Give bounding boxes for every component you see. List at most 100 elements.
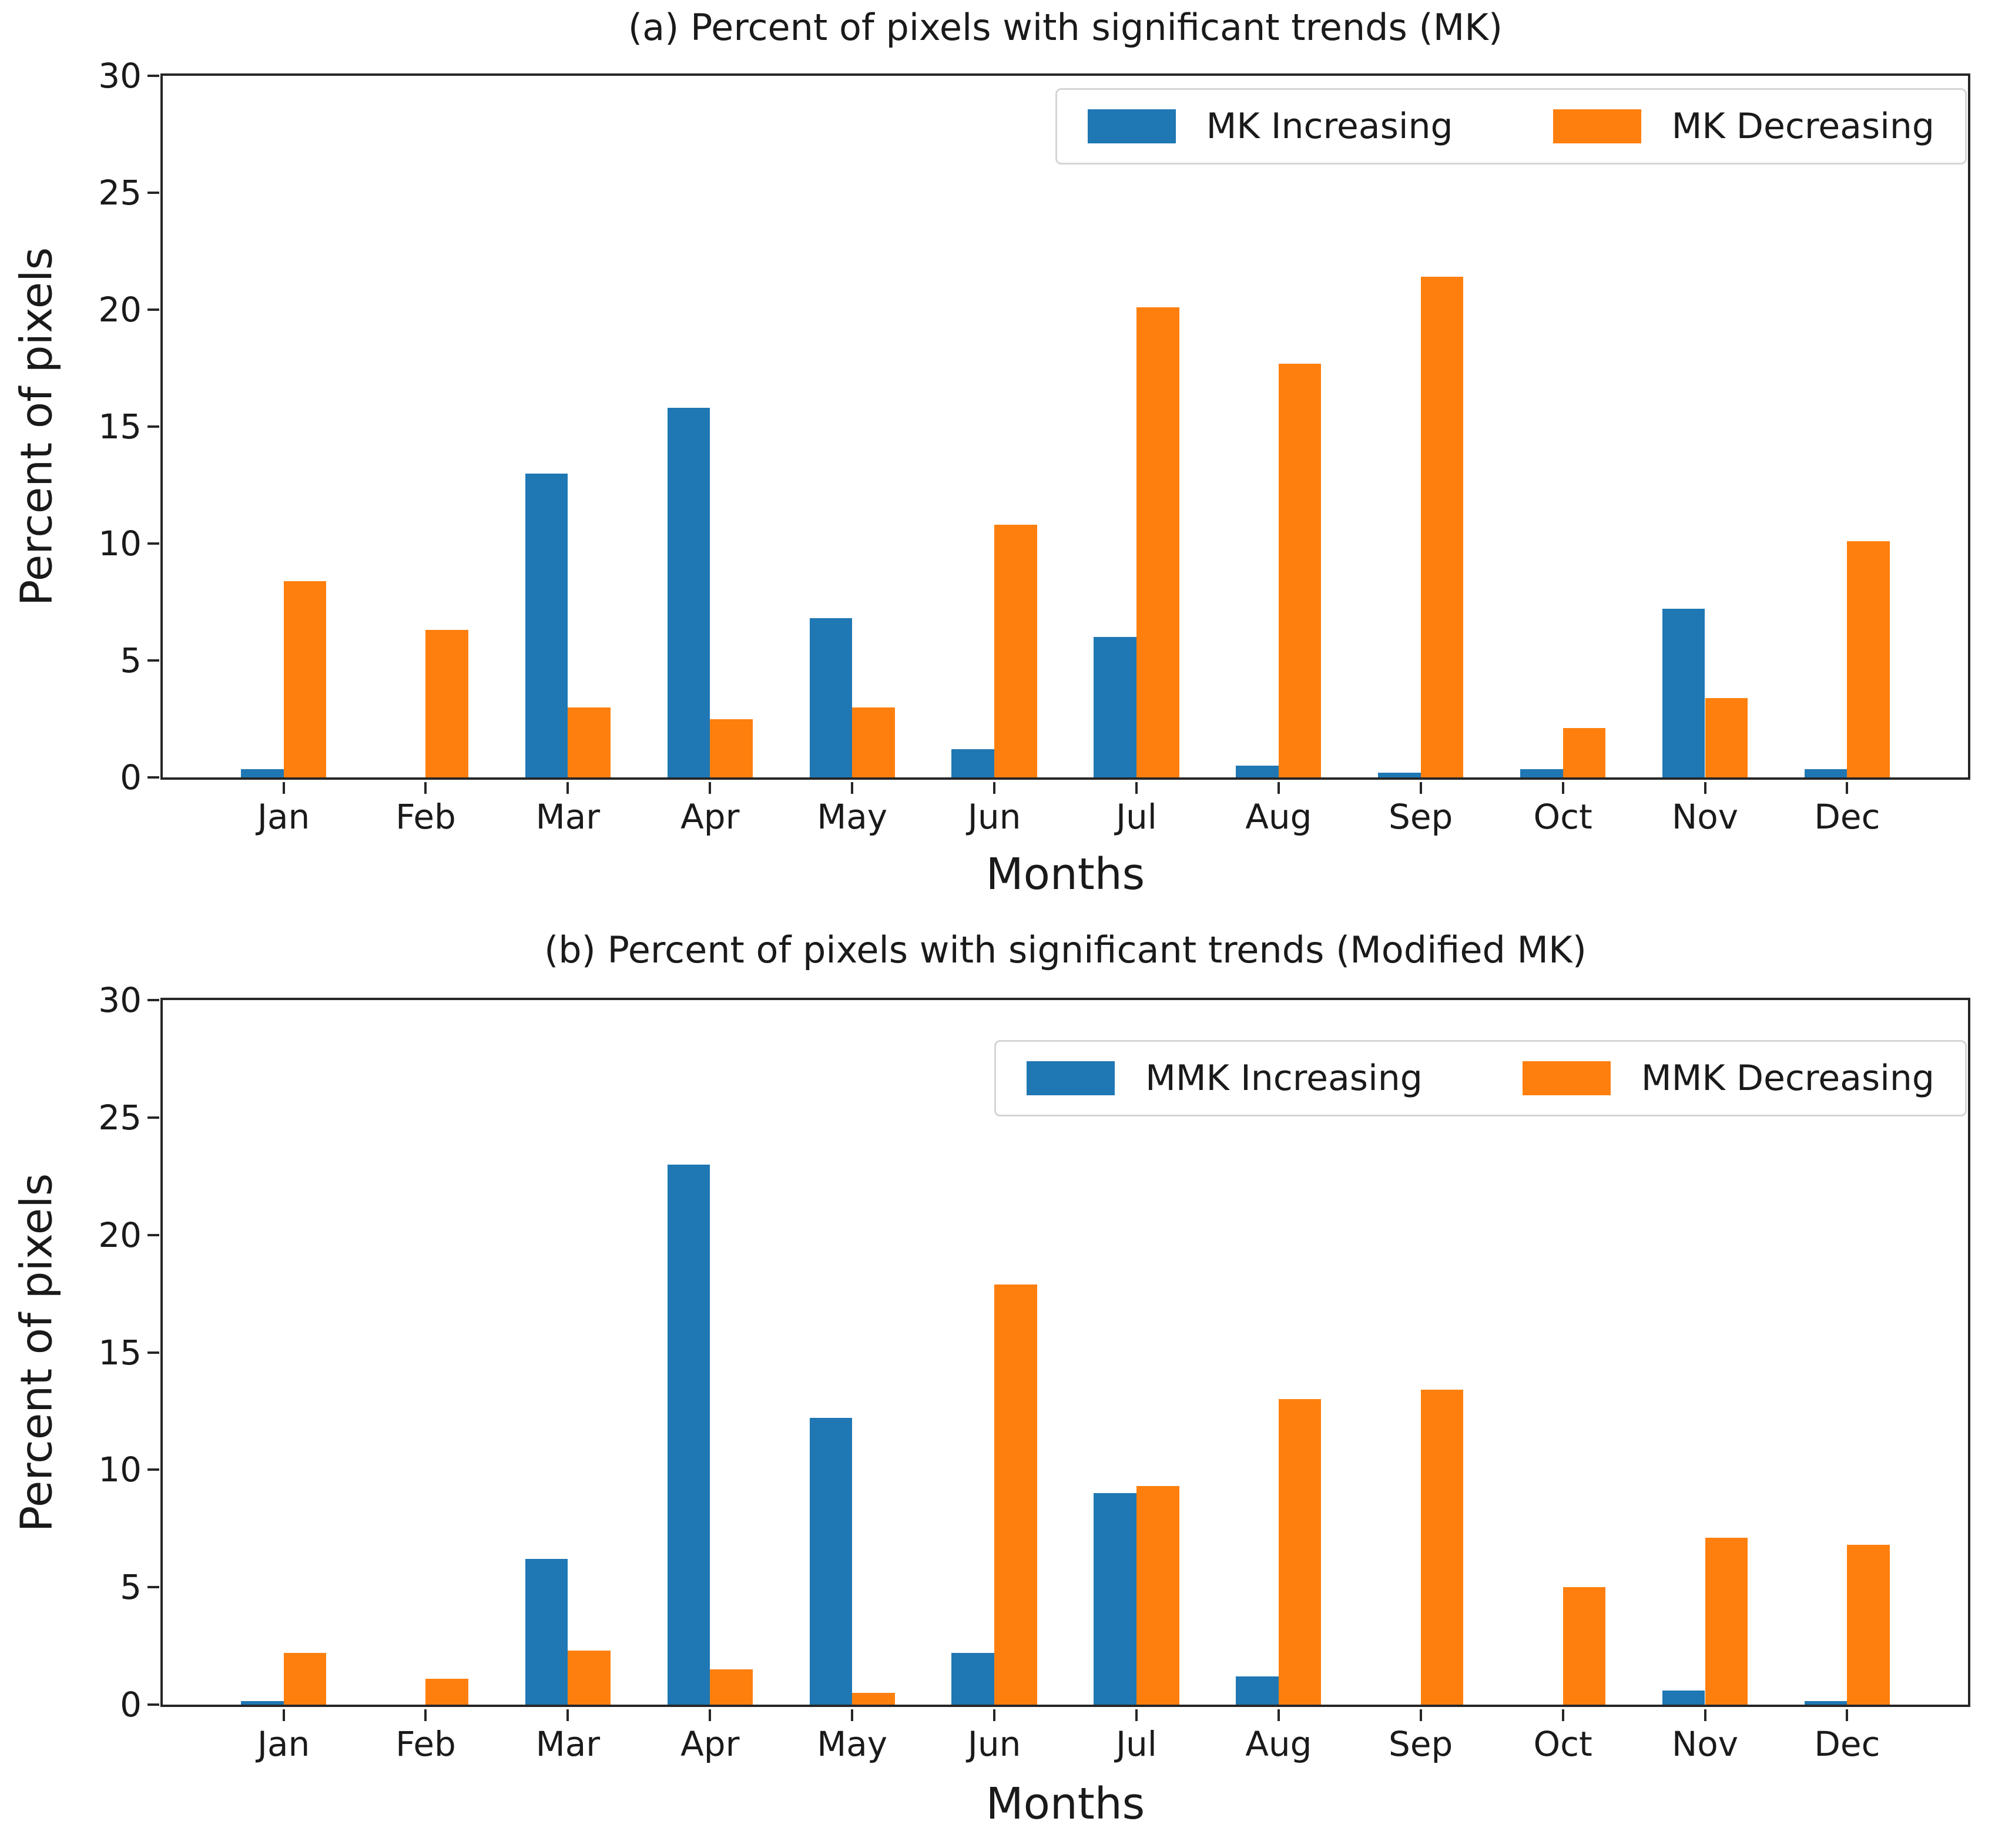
- x-tick-mark: [993, 1709, 996, 1721]
- panel-a-ylabel: Percent of pixels: [8, 73, 65, 780]
- y-tick-mark: [147, 75, 159, 77]
- bar-a-increasing-jan: [241, 769, 284, 777]
- y-tick-mark: [147, 776, 159, 779]
- x-tick-label: Jun: [967, 1724, 1021, 1764]
- bar-b-decreasing-sep: [1420, 1390, 1464, 1705]
- x-tick-mark: [993, 782, 996, 794]
- bar-b-increasing-mar: [525, 1559, 568, 1705]
- mmk-increasing-swatch-icon: [1027, 1061, 1115, 1095]
- bar-a-decreasing-jan: [283, 581, 327, 777]
- x-tick-mark: [851, 1709, 854, 1721]
- x-tick-label: Apr: [680, 1724, 740, 1764]
- y-tick-label: 25: [98, 173, 142, 213]
- y-tick-mark: [147, 542, 159, 545]
- bar-b-decreasing-feb: [425, 1679, 469, 1705]
- y-tick-label: 30: [98, 56, 142, 96]
- x-tick-mark: [1846, 782, 1849, 794]
- x-tick-label: Sep: [1389, 1724, 1453, 1764]
- y-tick-label: 0: [120, 757, 142, 797]
- x-tick-mark: [1704, 782, 1706, 794]
- y-tick-label: 20: [98, 1215, 142, 1255]
- legend-label: MK Increasing: [1206, 106, 1453, 147]
- bar-b-decreasing-apr: [710, 1669, 753, 1705]
- x-tick-mark: [1561, 1709, 1564, 1721]
- x-tick-label: Mar: [535, 797, 601, 837]
- bar-b-decreasing-dec: [1847, 1545, 1890, 1705]
- bar-a-increasing-oct: [1520, 769, 1563, 777]
- y-tick-mark: [147, 308, 159, 311]
- bar-b-decreasing-oct: [1563, 1587, 1606, 1705]
- x-tick-mark: [1561, 782, 1564, 794]
- bar-b-decreasing-nov: [1705, 1538, 1748, 1705]
- x-tick-mark: [1419, 782, 1422, 794]
- legend-label: MMK Decreasing: [1641, 1058, 1934, 1099]
- bar-a-increasing-nov: [1662, 609, 1705, 777]
- x-tick-mark: [424, 782, 427, 794]
- y-tick-mark: [147, 1468, 159, 1471]
- bar-a-decreasing-mar: [568, 707, 611, 777]
- bar-b-increasing-may: [809, 1418, 853, 1705]
- x-tick-mark: [1277, 782, 1280, 794]
- bar-b-increasing-dec: [1804, 1701, 1848, 1705]
- bar-a-decreasing-nov: [1705, 697, 1748, 777]
- mk-decreasing-swatch-icon: [1553, 109, 1641, 143]
- x-tick-label: May: [817, 797, 888, 837]
- bar-a-decreasing-may: [852, 707, 895, 777]
- bar-b-decreasing-mar: [568, 1651, 611, 1705]
- panel-b-ylabel-text: Percent of pixels: [11, 1173, 62, 1532]
- panel-a-plot-area: 0 5 10 15 20 25 30 Jan Feb Mar Apr May Jun Jul Aug Sep O…: [98, 59, 1970, 834]
- x-tick-label: Nov: [1671, 1724, 1739, 1764]
- bar-a-decreasing-jul: [1136, 307, 1179, 777]
- y-tick-mark: [147, 1586, 159, 1589]
- x-tick-label: Sep: [1389, 797, 1453, 837]
- panel-a-xlabel: Months: [985, 849, 1145, 900]
- bar-b-decreasing-jun: [994, 1284, 1037, 1705]
- y-tick-label: 20: [98, 290, 142, 330]
- x-tick-mark: [566, 1709, 569, 1721]
- y-tick-label: 5: [120, 1567, 142, 1608]
- x-tick-mark: [1704, 1709, 1706, 1721]
- x-tick-label: May: [817, 1724, 888, 1764]
- x-tick-label: Nov: [1671, 797, 1739, 837]
- panel-b-ylabel: Percent of pixels: [8, 998, 65, 1707]
- panel-a-legend: MK Increasing MK Decreasing: [1055, 88, 1967, 165]
- y-tick-mark: [147, 425, 159, 428]
- x-tick-mark: [424, 1709, 427, 1721]
- panel-b-xlabel: Months: [985, 1779, 1145, 1829]
- bar-a-increasing-dec: [1804, 769, 1848, 777]
- legend-label: MK Decreasing: [1671, 106, 1934, 147]
- panel-b-legend: MMK Increasing MMK Decreasing: [994, 1040, 1967, 1116]
- bar-b-increasing-nov: [1662, 1691, 1705, 1705]
- x-tick-label: Dec: [1814, 797, 1880, 837]
- bar-b-increasing-aug: [1236, 1676, 1279, 1705]
- x-tick-label: Feb: [395, 1724, 456, 1764]
- x-tick-mark: [1419, 1709, 1422, 1721]
- bar-a-increasing-jul: [1094, 637, 1136, 777]
- x-tick-label: Aug: [1245, 797, 1312, 837]
- bar-b-increasing-jun: [951, 1653, 995, 1705]
- y-tick-label: 0: [120, 1685, 142, 1725]
- legend-label: MMK Increasing: [1145, 1058, 1423, 1099]
- x-tick-mark: [566, 782, 569, 794]
- x-tick-mark: [1135, 782, 1138, 794]
- x-tick-label: Jun: [967, 797, 1021, 837]
- y-tick-label: 5: [120, 640, 142, 680]
- y-tick-label: 25: [98, 1097, 142, 1138]
- y-tick-label: 30: [98, 980, 142, 1020]
- mmk-decreasing-swatch-icon: [1522, 1061, 1611, 1095]
- bar-a-decreasing-aug: [1278, 363, 1322, 777]
- bar-a-increasing-apr: [667, 408, 710, 777]
- bar-b-decreasing-aug: [1278, 1399, 1322, 1705]
- bar-a-increasing-mar: [525, 473, 568, 777]
- bar-b-decreasing-jul: [1136, 1486, 1179, 1705]
- bar-b-increasing-jul: [1094, 1493, 1136, 1705]
- bar-b-decreasing-may: [852, 1693, 895, 1705]
- y-tick-mark: [147, 1233, 159, 1236]
- bar-a-decreasing-dec: [1847, 541, 1890, 777]
- x-tick-mark: [1277, 1709, 1280, 1721]
- x-tick-mark: [709, 782, 712, 794]
- x-tick-label: Jan: [257, 797, 310, 837]
- x-tick-label: Aug: [1245, 1724, 1312, 1764]
- mk-increasing-swatch-icon: [1087, 109, 1176, 143]
